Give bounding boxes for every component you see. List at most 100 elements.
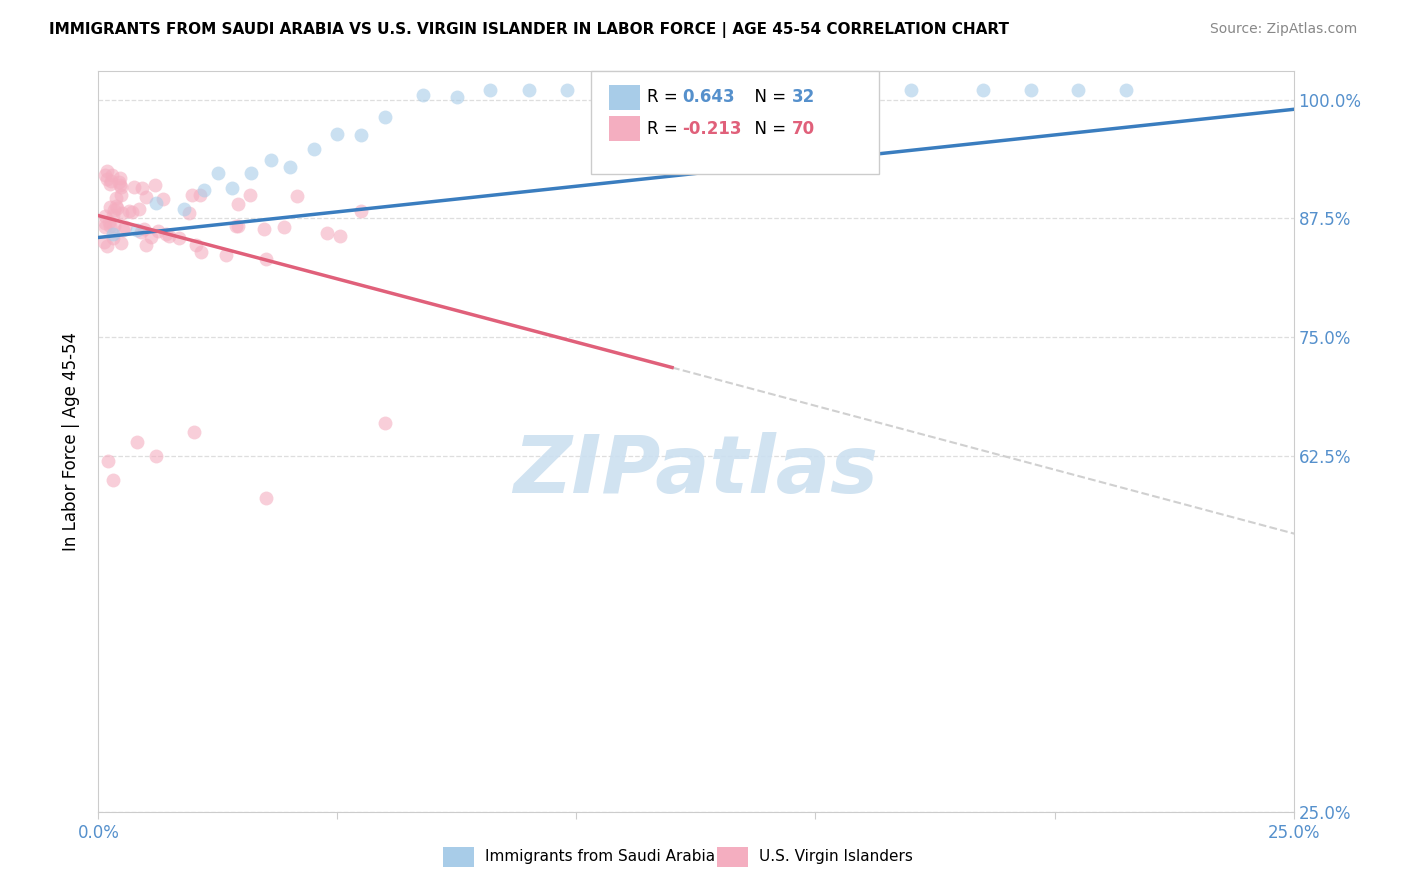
Point [112, 223, 135, 237]
Point [128, 202, 150, 216]
Point [374, 110, 396, 124]
Point [145, 449, 167, 463]
Point [105, 201, 128, 215]
Text: IMMIGRANTS FROM SAUDI ARABIA VS U.S. VIRGIN ISLANDER IN LABOR FORCE | AGE 45-54 : IMMIGRANTS FROM SAUDI ARABIA VS U.S. VIR… [49, 22, 1010, 38]
Point [101, 169, 124, 183]
Point [93, 235, 115, 250]
Point [96, 239, 118, 253]
Text: Source: ZipAtlas.com: Source: ZipAtlas.com [1209, 22, 1357, 37]
Point [278, 160, 301, 174]
Point [148, 224, 170, 238]
Point [96, 172, 118, 186]
Text: 32: 32 [792, 88, 815, 106]
Y-axis label: In Labor Force | Age 45-54: In Labor Force | Age 45-54 [62, 332, 80, 551]
Point [105, 192, 128, 206]
Point [190, 187, 212, 202]
Point [226, 219, 249, 233]
Point [555, 83, 578, 97]
Point [589, 83, 612, 97]
Point [623, 83, 645, 97]
Point [1067, 83, 1090, 97]
Point [350, 128, 373, 142]
Point [155, 227, 177, 241]
Point [253, 222, 276, 236]
Point [259, 153, 281, 168]
Point [157, 229, 180, 244]
Point [479, 83, 502, 97]
Point [900, 83, 922, 97]
Point [103, 219, 125, 233]
Point [183, 425, 205, 439]
Point [103, 203, 125, 218]
Point [98, 219, 121, 233]
Point [239, 188, 262, 202]
Point [329, 228, 352, 243]
Text: R =: R = [647, 88, 683, 106]
Text: N =: N = [744, 120, 792, 137]
Point [446, 90, 468, 104]
Point [254, 491, 277, 506]
Point [852, 83, 875, 97]
Point [105, 199, 128, 213]
Point [186, 238, 208, 252]
Text: -0.213: -0.213 [682, 120, 741, 137]
Point [111, 205, 134, 219]
Point [114, 220, 136, 235]
Point [129, 225, 152, 239]
Text: Immigrants from Saudi Arabia: Immigrants from Saudi Arabia [485, 849, 716, 864]
Point [96, 164, 118, 178]
Text: N =: N = [744, 88, 792, 106]
Point [254, 252, 277, 267]
Point [101, 473, 124, 487]
Point [97, 215, 120, 229]
Point [215, 248, 238, 262]
Point [285, 188, 308, 202]
Point [94, 216, 117, 230]
Point [93, 220, 115, 235]
Point [315, 227, 337, 241]
Point [1115, 83, 1137, 97]
Point [273, 220, 295, 235]
Point [374, 416, 396, 430]
Point [139, 230, 162, 244]
Point [98, 200, 121, 214]
Point [94, 209, 117, 223]
Point [100, 174, 122, 188]
Point [131, 181, 153, 195]
Text: ZIPatlas: ZIPatlas [513, 432, 879, 510]
Point [103, 208, 125, 222]
Point [124, 180, 146, 194]
Point [110, 178, 132, 192]
Point [709, 83, 731, 97]
Point [756, 83, 779, 97]
Point [108, 171, 131, 186]
Point [143, 178, 166, 192]
Point [349, 204, 371, 219]
Point [193, 183, 215, 197]
Point [110, 235, 132, 250]
Point [101, 227, 124, 241]
Point [135, 237, 157, 252]
Point [125, 434, 148, 449]
Point [1354, 93, 1376, 107]
Point [135, 190, 157, 204]
Point [302, 142, 325, 156]
Point [107, 175, 129, 189]
Point [1019, 83, 1042, 97]
Point [152, 192, 174, 206]
Point [110, 188, 132, 202]
Point [240, 166, 263, 180]
Point [804, 83, 827, 97]
Point [173, 202, 195, 216]
Point [181, 188, 204, 202]
Point [972, 83, 994, 97]
Text: 70: 70 [792, 120, 814, 137]
Point [226, 197, 249, 211]
Point [97, 453, 120, 467]
Point [225, 219, 247, 234]
Point [177, 206, 200, 220]
Text: U.S. Virgin Islanders: U.S. Virgin Islanders [759, 849, 912, 864]
Point [190, 245, 212, 260]
Point [132, 222, 155, 236]
Text: R =: R = [647, 120, 683, 137]
